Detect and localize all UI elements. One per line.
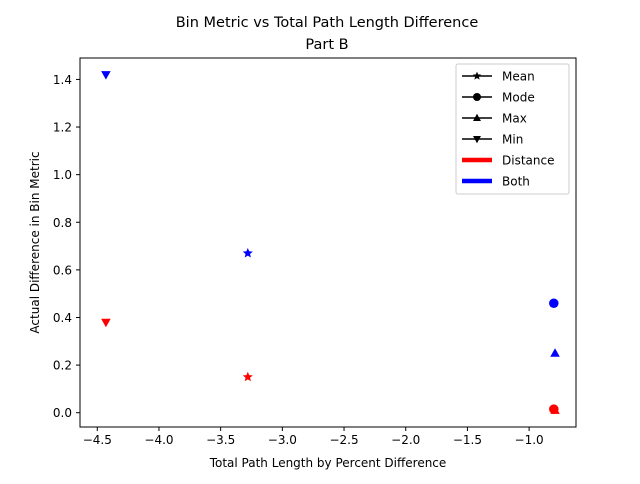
ticks-layer: −4.5 −4.0 −3.5 −3.0 −2.5 −2.0 −1.5 −1.0 0.0 0.2 0.…: [53, 73, 544, 447]
x-tick-label: −2.0: [391, 433, 420, 447]
data-point-both-mean: [242, 247, 253, 258]
legend: Mean Mode Max Min Distance Both: [455, 63, 570, 195]
y-tick-label: 0.2: [53, 359, 72, 373]
y-tick-label: 0.4: [53, 311, 72, 325]
x-tick-label: −4.0: [144, 433, 173, 447]
y-tick-label: 1.0: [53, 168, 72, 182]
x-tick-label: −3.0: [268, 433, 297, 447]
y-tick-label: 0.0: [53, 406, 72, 420]
data-point-both-min: [101, 71, 111, 80]
points-layer: [101, 71, 560, 414]
data-point-distance-max: [550, 405, 560, 414]
legend-label-min: Min: [502, 133, 523, 147]
y-tick-label: 0.6: [53, 263, 72, 277]
plot-frame: [79, 57, 577, 428]
legend-label-both: Both: [502, 175, 530, 189]
legend-label-mode: Mode: [502, 91, 535, 105]
y-tick-label: 0.8: [53, 216, 72, 230]
data-point-both-mode: [549, 298, 559, 308]
x-tick-label: −1.0: [515, 433, 544, 447]
legend-label-mean: Mean: [502, 70, 535, 84]
data-point-both-max: [550, 348, 560, 357]
x-axis-label: Total Path Length by Percent Difference: [209, 456, 447, 470]
chart-title: Bin Metric vs Total Path Length Differen…: [176, 15, 479, 31]
legend-label-distance: Distance: [502, 154, 554, 168]
data-point-distance-mean: [242, 371, 253, 382]
legend-marker-mode: [473, 93, 481, 101]
x-tick-label: −4.5: [83, 433, 112, 447]
data-point-distance-min: [101, 318, 111, 328]
x-tick-label: −3.5: [206, 433, 235, 447]
y-tick-label: 1.4: [53, 73, 72, 87]
legend-marker-mean: [472, 71, 482, 80]
x-tick-label: −2.5: [329, 433, 358, 447]
y-tick-label: 1.2: [53, 121, 72, 135]
chart-subtitle: Part B: [305, 37, 348, 53]
legend-marker-min: [473, 136, 481, 144]
legend-marker-max: [473, 113, 481, 121]
x-tick-label: −1.5: [453, 433, 482, 447]
y-axis-label: Actual Difference in Bin Metric: [28, 151, 42, 333]
legend-label-max: Max: [502, 112, 527, 126]
